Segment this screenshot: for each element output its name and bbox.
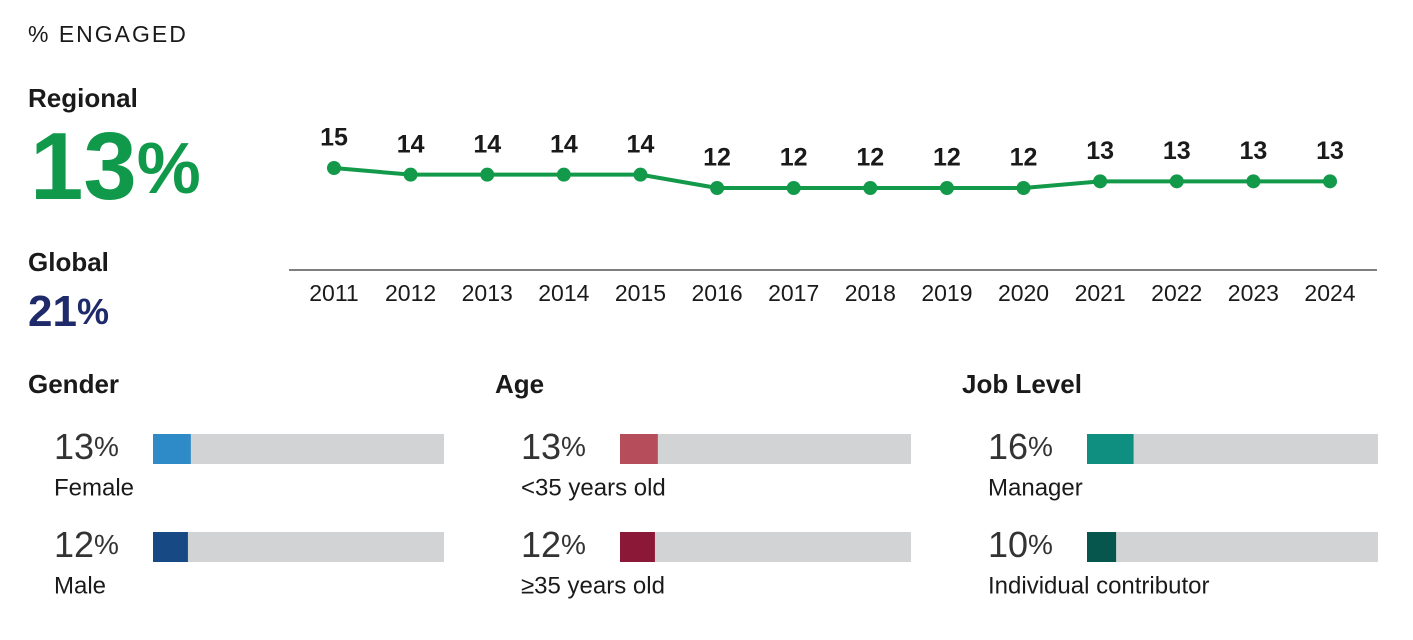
x-tick-label: 2024	[1304, 280, 1355, 306]
point	[863, 181, 878, 195]
data-label: 14	[550, 130, 578, 158]
data-label: 13	[1086, 137, 1114, 165]
point	[327, 161, 341, 175]
data-label: 12	[856, 144, 884, 172]
summary-value: 13%	[30, 113, 201, 220]
point	[1169, 174, 1184, 189]
point	[1093, 174, 1108, 189]
summary-value: 21%	[28, 287, 109, 336]
bar-value-number: 16	[988, 426, 1028, 467]
data-label: 13	[1239, 137, 1267, 165]
data-label: 12	[780, 144, 808, 172]
data-label: 13	[1316, 137, 1344, 165]
data-label: 12	[933, 144, 961, 172]
bar-label: Individual contributor	[988, 572, 1209, 599]
summary-value-number: 21	[28, 287, 77, 336]
bar-track	[1087, 532, 1378, 562]
x-tick-label: 2018	[845, 280, 896, 306]
bar-value-number: 12	[521, 524, 561, 565]
x-tick-label: 2022	[1151, 280, 1202, 306]
data-label: 12	[1010, 144, 1038, 172]
x-tick-label: 2011	[309, 280, 358, 306]
data-label: 14	[473, 130, 501, 158]
bar	[1087, 532, 1117, 562]
point	[633, 167, 648, 182]
bar-label: ≥35 years old	[521, 572, 665, 599]
bar-track	[153, 434, 444, 464]
bar-label: <35 years old	[521, 474, 666, 501]
bar-value-number: 12	[54, 524, 94, 565]
data-label: 12	[703, 144, 731, 172]
bar-value-unit: %	[1028, 431, 1053, 462]
group-title: Job Level	[962, 369, 1082, 399]
point	[480, 167, 495, 182]
bar-value: 10%	[988, 524, 1053, 565]
bar-value-unit: %	[94, 529, 119, 560]
bar-value-number: 10	[988, 524, 1028, 565]
bar-value-unit: %	[1028, 529, 1053, 560]
x-tick-label: 2016	[691, 280, 742, 306]
bar-label: Male	[54, 572, 106, 599]
x-tick-label: 2019	[921, 280, 972, 306]
point	[1323, 174, 1337, 189]
summary-value-unit: %	[77, 291, 109, 332]
bar-value: 13%	[521, 426, 586, 467]
point	[403, 167, 418, 182]
bar-value-number: 13	[54, 426, 94, 467]
bar-value: 13%	[54, 426, 119, 467]
point	[556, 167, 571, 182]
x-tick-label: 2014	[538, 280, 589, 306]
bar-value: 16%	[988, 426, 1053, 467]
bar-value-unit: %	[94, 431, 119, 462]
point	[1016, 181, 1031, 195]
x-tick-label: 2021	[1075, 280, 1126, 306]
summary-label: Regional	[28, 83, 138, 113]
line	[333, 166, 1330, 190]
data-label: 14	[627, 130, 655, 158]
bar-value: 12%	[521, 524, 586, 565]
bar-track	[153, 532, 444, 562]
bar-value-unit: %	[561, 431, 586, 462]
x-tick-label: 2023	[1228, 280, 1279, 306]
bar-label: Manager	[988, 474, 1083, 501]
group-title: Gender	[28, 369, 119, 399]
group-title: Age	[495, 369, 544, 399]
summary-label: Global	[28, 247, 109, 277]
x-tick-label: 2015	[615, 280, 666, 306]
bar	[620, 434, 658, 464]
x-tick-label: 2013	[462, 280, 513, 306]
data-label: 13	[1163, 137, 1191, 165]
bar	[153, 434, 191, 464]
data-label: 15	[320, 124, 348, 152]
page-title: % ENGAGED	[28, 21, 188, 47]
bar-label: Female	[54, 474, 134, 501]
summary-value-unit: %	[137, 129, 201, 209]
bar-track	[620, 434, 911, 464]
bar-track	[1087, 434, 1378, 464]
bar-value-number: 13	[521, 426, 561, 467]
x-tick-label: 2012	[385, 280, 436, 306]
bar	[620, 532, 655, 562]
bar	[153, 532, 188, 562]
bar-value-unit: %	[561, 529, 586, 560]
point	[939, 181, 954, 195]
data-label: 14	[397, 130, 425, 158]
point	[1246, 174, 1261, 189]
x-tick-label: 2020	[998, 280, 1049, 306]
bar-value: 12%	[54, 524, 119, 565]
bar	[1087, 434, 1134, 464]
point	[786, 181, 801, 195]
summary-value-number: 13	[30, 113, 137, 220]
x-tick-label: 2017	[768, 280, 819, 306]
bar-track	[620, 532, 911, 562]
point	[710, 181, 725, 195]
